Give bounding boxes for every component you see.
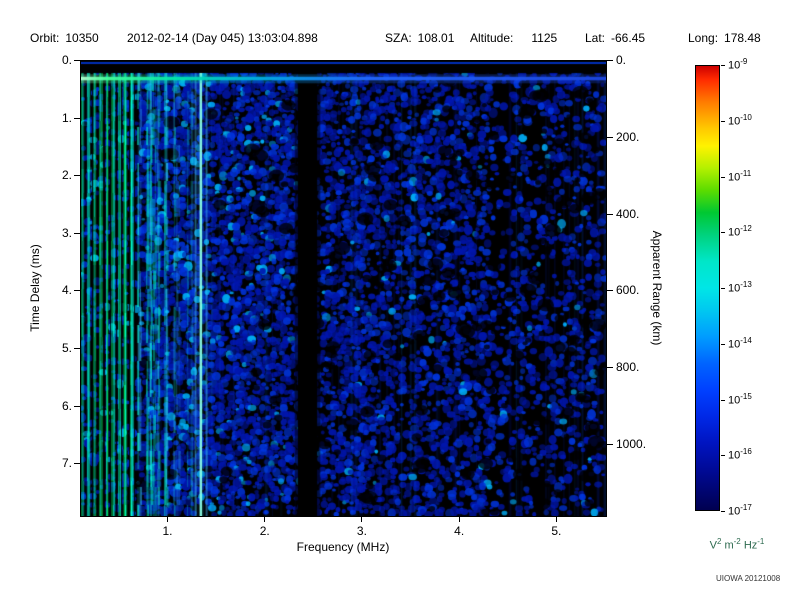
header-altitude: Altitude: 1125 bbox=[470, 31, 557, 45]
colorbar-tick-mark bbox=[721, 232, 725, 234]
header-orbit: Orbit: 10350 bbox=[30, 31, 99, 45]
y-left-tick-label: 0. bbox=[61, 53, 72, 67]
header-datetime: 2012-02-14 (Day 045) 13:03:04.898 bbox=[127, 31, 318, 45]
colorbar-tick-label: 10-14 bbox=[728, 335, 752, 351]
orbit-label: Orbit: bbox=[30, 31, 60, 45]
spectrogram-plot bbox=[80, 60, 607, 517]
colorbar-tick-mark bbox=[721, 399, 725, 401]
altitude-value: 1125 bbox=[531, 31, 558, 45]
lat-value: -66.45 bbox=[611, 31, 646, 45]
colorbar-tick-label: 10-10 bbox=[728, 112, 752, 128]
y-right-tick-mark bbox=[607, 367, 613, 369]
y-right-tick-label: 200. bbox=[616, 129, 640, 144]
y-right-tick-mark bbox=[607, 443, 613, 445]
y-left-tick-mark bbox=[74, 117, 80, 119]
y-left-tick-label: 1. bbox=[61, 110, 72, 125]
y-right-tick-mark bbox=[607, 290, 613, 292]
header-longitude: Long: 178.48 bbox=[688, 31, 761, 45]
long-label: Long: bbox=[688, 31, 719, 45]
datetime-value: 2012-02-14 (Day 045) 13:03:04.898 bbox=[127, 31, 318, 45]
x-axis-label: Frequency (MHz) bbox=[296, 540, 390, 554]
x-tick-mark bbox=[361, 517, 363, 522]
y-left-tick-mark bbox=[74, 232, 80, 234]
y-left-tick-mark bbox=[74, 405, 80, 407]
colorbar-unit-label: V2 m-2 Hz-1 bbox=[709, 537, 765, 552]
y-left-tick-label: 3. bbox=[61, 225, 72, 240]
colorbar-tick-mark bbox=[721, 511, 725, 512]
spectrogram-canvas bbox=[81, 61, 606, 516]
credit-text: UIOWA 20121008 bbox=[716, 574, 781, 583]
x-tick-label: 2. bbox=[259, 524, 270, 538]
colorbar-tick-label: 10-12 bbox=[728, 224, 752, 239]
y-left-tick-mark bbox=[74, 347, 80, 349]
x-tick-label: 4. bbox=[454, 524, 465, 538]
y-right-tick-label: 1000. bbox=[616, 436, 647, 451]
colorbar-tick-label: 10-13 bbox=[728, 280, 752, 295]
x-tick-label: 5. bbox=[551, 524, 562, 538]
y-left-tick-label: 2. bbox=[61, 168, 72, 183]
colorbar-tick-label: 10-15 bbox=[728, 391, 752, 407]
x-tick-mark bbox=[555, 517, 557, 522]
x-tick-mark bbox=[264, 517, 266, 522]
y-right-tick-mark bbox=[607, 136, 613, 138]
colorbar-tick-mark bbox=[721, 343, 725, 345]
colorbar-tick-mark bbox=[721, 176, 725, 178]
y-right-tick-label: 600. bbox=[616, 283, 640, 298]
x-tick-mark bbox=[458, 517, 460, 522]
long-value: 178.48 bbox=[724, 31, 761, 45]
colorbar-tick-label: 10-16 bbox=[728, 447, 752, 462]
y-left-tick-mark bbox=[74, 60, 80, 61]
y-left-tick-label: 4. bbox=[61, 283, 72, 298]
orbit-value: 10350 bbox=[65, 31, 99, 45]
sza-value: 108.01 bbox=[417, 31, 455, 45]
y-right-tick-label: 0. bbox=[616, 53, 627, 67]
y-left-tick-label: 6. bbox=[61, 398, 72, 413]
colorbar-tick-label: 10-9 bbox=[728, 57, 748, 72]
sza-label: SZA: bbox=[385, 31, 412, 45]
y-left-tick-label: 5. bbox=[61, 340, 72, 355]
altitude-label: Altitude: bbox=[470, 31, 514, 45]
y-left-tick-mark bbox=[74, 463, 80, 465]
x-tick-mark bbox=[167, 517, 168, 522]
lat-label: Lat: bbox=[585, 31, 606, 45]
y-left-tick-mark bbox=[74, 290, 80, 292]
y-right-tick-label: 400. bbox=[616, 206, 640, 221]
colorbar-tick-label: 10-11 bbox=[728, 168, 752, 184]
colorbar-tick-mark bbox=[721, 455, 725, 457]
colorbar-tick-mark bbox=[721, 65, 725, 66]
y-right-tick-mark bbox=[607, 213, 613, 215]
colorbar-tick-mark bbox=[721, 288, 725, 289]
colorbar-tick-mark bbox=[721, 120, 725, 122]
x-tick-label: 1. bbox=[162, 524, 173, 538]
y-left-tick-mark bbox=[74, 175, 80, 177]
header-latitude: Lat: -66.45 bbox=[585, 31, 645, 45]
y-right-tick-mark bbox=[607, 60, 613, 61]
y-left-tick-label: 7. bbox=[61, 456, 72, 471]
header-sza: SZA: 108.01 bbox=[385, 31, 454, 45]
y-right-tick-label: 800. bbox=[616, 360, 640, 375]
y-axis-label-right: Apparent Range (km) bbox=[650, 230, 664, 346]
colorbar-tick-label: 10-17 bbox=[728, 503, 752, 518]
x-tick-label: 3. bbox=[356, 524, 367, 538]
colorbar bbox=[695, 65, 720, 511]
